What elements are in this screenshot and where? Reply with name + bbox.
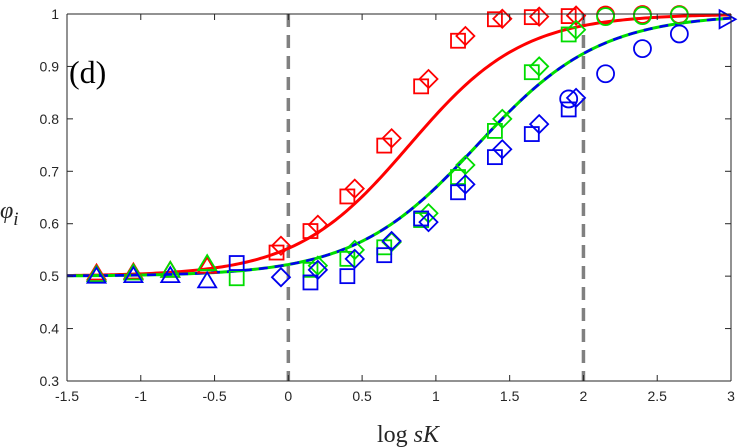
green-circle-marker [669, 5, 689, 25]
red-square-marker [523, 9, 540, 26]
green-triangle-marker [159, 260, 181, 278]
blue-triangle-marker [122, 265, 144, 284]
green-diamond-marker [492, 108, 513, 130]
x-axis-title: log sK [377, 422, 441, 448]
red-diamond-marker [565, 5, 587, 26]
blue-diamond-marker [492, 138, 513, 160]
data-markers [85, 5, 738, 291]
red-diamond-marker [418, 68, 439, 90]
green-circle-marker [596, 7, 615, 27]
y-tick-label: 0.6 [40, 216, 60, 232]
blue-triangle-marker [85, 265, 108, 284]
y-tick-label: 0.4 [40, 321, 60, 337]
green-square-marker [228, 270, 245, 287]
blue-circle-marker [559, 89, 579, 109]
blue-square-marker [376, 247, 393, 264]
y-tick-label: 0.7 [40, 163, 60, 179]
x-tick-label: 3 [727, 388, 735, 404]
red-diamond-marker [381, 127, 402, 149]
blue-diamond-marker [344, 248, 366, 270]
reference-lines [286, 14, 586, 381]
green-diamond-marker [565, 19, 587, 41]
red-square-marker [560, 8, 577, 24]
blue-square-marker [302, 274, 319, 291]
green-square-marker [450, 169, 466, 185]
blue-diamond-marker [381, 230, 402, 252]
green-diamond-marker [528, 56, 550, 77]
red-diamond-marker [270, 235, 292, 257]
blue-square-marker [560, 101, 577, 118]
tick-labels: -1.5 -1 -0.5 0 0.5 1 1.5 2 2.5 3 0.3 0.4 0.5 0.6 0.7 0.… [40, 6, 736, 404]
x-tick-label: -0.5 [202, 388, 226, 404]
blue-curve [66, 16, 732, 278]
green-triangle-marker [196, 253, 218, 271]
x-axis-log: log [377, 422, 408, 448]
green-square-marker [487, 123, 503, 139]
red-diamond-marker [344, 178, 366, 199]
y-tick-label: 0.3 [40, 373, 60, 389]
blue-diamond-marker [270, 266, 292, 288]
axes [66, 13, 732, 382]
red-square-marker [376, 137, 393, 154]
y-axis-title: φi [0, 198, 19, 230]
blue-square-marker [339, 268, 356, 285]
blue-square-marker [228, 255, 245, 271]
red-square-marker [413, 78, 430, 95]
red-square-marker [487, 11, 503, 28]
blue-square-marker [523, 126, 540, 142]
blue-diamond-marker [455, 174, 476, 195]
y-axis-phi: φ [0, 198, 13, 224]
x-tick-label: 2 [580, 388, 588, 404]
blue-diamond-marker [565, 87, 587, 109]
y-tick-label: 0.9 [40, 58, 60, 74]
blue-diamond-marker [418, 211, 439, 233]
y-tick-label: 0.5 [40, 268, 60, 284]
blue-circle-marker [669, 24, 689, 44]
y-tick-label: 1 [51, 6, 59, 22]
y-axis-subscript: i [13, 209, 18, 230]
y-tick-label: 0.8 [40, 111, 60, 127]
x-tick-label: 0 [284, 388, 292, 404]
red-diamond-marker [307, 214, 329, 236]
blue-triangle-marker [159, 265, 181, 284]
red-diamond-marker [492, 8, 513, 29]
green-circle-marker [633, 6, 652, 25]
x-tick-label: -1 [135, 388, 148, 404]
green-triangle-marker [122, 262, 144, 281]
x-tick-label: 2.5 [647, 388, 667, 404]
blue-square-marker [413, 210, 430, 227]
blue-circle-marker [633, 39, 652, 59]
blue-diamond-marker [528, 113, 550, 135]
x-tick-label: 0.5 [352, 388, 372, 404]
blue-diamond-marker [307, 259, 329, 281]
red-diamond-marker [455, 25, 476, 47]
x-tick-label: -1.5 [55, 388, 79, 404]
panel-label: (d) [69, 54, 106, 90]
green-diamond-marker [455, 154, 476, 176]
blue-circle-marker [596, 64, 615, 84]
blue-triangle-right-marker [718, 8, 738, 30]
x-tick-label: 1 [432, 388, 440, 404]
x-axis-sk: sK [414, 422, 441, 448]
red-curve [66, 13, 732, 278]
blue-triangle-marker [196, 270, 218, 289]
x-tick-label: 1.5 [500, 388, 520, 404]
green-diamond-marker [344, 239, 366, 261]
